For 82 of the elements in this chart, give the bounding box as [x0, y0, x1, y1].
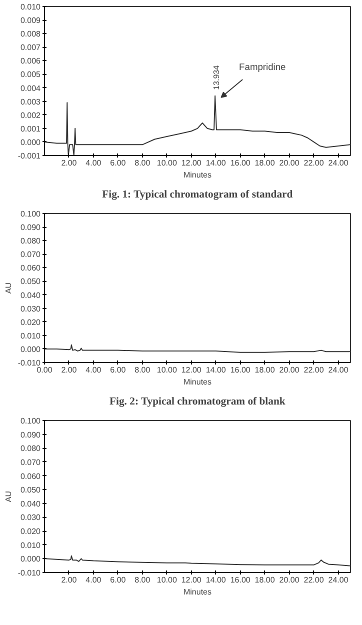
x-tick-label: 10.00	[156, 366, 178, 374]
y-tick-label: 0.060	[20, 264, 42, 273]
y-tick-label: 0.020	[20, 318, 42, 327]
y-tick-label: 0.004	[20, 84, 42, 93]
x-tick-label: 20.00	[279, 158, 300, 168]
y-tick-label: 0.010	[20, 540, 42, 550]
y-axis-title: AU	[4, 490, 13, 502]
x-tick-label: 14.00	[206, 576, 226, 584]
x-axis-title: Minutes	[183, 588, 212, 596]
x-tick-label: 18.00	[254, 366, 276, 374]
x-tick-label: 22.00	[304, 576, 324, 584]
y-tick-label: 0.070	[20, 458, 42, 467]
y-tick-label: 0.080	[20, 236, 42, 246]
x-tick-label: 22.00	[304, 158, 324, 168]
y-tick-label: 0.090	[20, 223, 42, 232]
y-tick-label: 0.003	[20, 97, 42, 106]
y-tick-label: 0.005	[20, 70, 42, 80]
y-tick-label: -0.010	[18, 358, 42, 368]
x-tick-label: 6.00	[110, 158, 126, 168]
x-tick-label: 6.00	[110, 366, 126, 374]
x-tick-label: 12.00	[181, 576, 202, 584]
y-tick-label: -0.010	[18, 568, 42, 578]
y-tick-label: 0.000	[20, 554, 42, 564]
x-tick-label: 8.00	[134, 366, 151, 374]
x-tick-label: 4.00	[86, 576, 102, 584]
x-tick-label: 18.00	[254, 158, 276, 168]
y-tick-label: 0.000	[20, 344, 42, 354]
x-tick-label: 8.00	[134, 576, 151, 584]
x-tick-label: 18.00	[254, 576, 276, 584]
x-tick-label: 2.00	[61, 366, 78, 374]
x-axis-title: Minutes	[183, 378, 212, 386]
x-tick-label: 0.00	[36, 366, 53, 374]
x-tick-label: 24.00	[328, 366, 349, 374]
y-tick-label: 0.040	[20, 499, 42, 508]
y-tick-label: 0.010	[20, 2, 42, 12]
caption: Fig. 2: Typical chromatogram of blank	[109, 396, 286, 408]
x-tick-label: 16.00	[230, 366, 251, 374]
y-tick-label: 0.050	[20, 277, 42, 286]
x-tick-label: 14.00	[206, 158, 226, 168]
x-tick-label: 2.00	[61, 576, 78, 584]
y-tick-label: 0.010	[20, 331, 42, 340]
x-axis-title: Minutes	[183, 170, 212, 180]
x-tick-label: 6.00	[110, 576, 126, 584]
x-tick-label: 4.00	[86, 366, 102, 374]
y-tick-label: 0.050	[20, 486, 42, 495]
x-tick-label: 20.00	[279, 576, 300, 584]
annotation: 13.934	[212, 64, 222, 90]
x-tick-label: 10.00	[156, 158, 178, 168]
y-axis-title: AU	[4, 282, 13, 294]
x-tick-label: 24.00	[328, 158, 349, 168]
caption: Fig. 1: Typical chromatogram of standard	[102, 190, 293, 200]
y-tick-label: 0.006	[20, 56, 42, 66]
x-tick-label: 16.00	[230, 158, 251, 168]
x-tick-label: 24.00	[328, 576, 349, 584]
x-tick-label: 20.00	[279, 366, 300, 374]
x-tick-label: 12.00	[181, 158, 202, 168]
y-tick-label: 0.009	[20, 16, 42, 26]
y-tick-label: 0.000	[20, 138, 42, 147]
y-tick-label: 0.001	[20, 124, 42, 134]
y-tick-label: 0.030	[20, 304, 42, 314]
x-tick-label: 16.00	[230, 576, 251, 584]
y-tick-label: -0.001	[18, 152, 42, 160]
y-tick-label: 0.030	[20, 513, 42, 522]
x-tick-label: 10.00	[156, 576, 178, 584]
x-tick-label: 2.00	[61, 158, 78, 168]
y-tick-label: 0.080	[20, 444, 42, 454]
y-tick-label: 0.100	[20, 210, 42, 218]
y-tick-label: 0.007	[20, 43, 42, 52]
y-tick-label: 0.090	[20, 430, 42, 440]
y-tick-label: 0.002	[20, 110, 42, 120]
y-tick-label: 0.040	[20, 290, 42, 300]
x-tick-label: 8.00	[134, 158, 151, 168]
annotation: Fampridine	[239, 62, 286, 72]
y-tick-label: 0.060	[20, 472, 42, 481]
y-tick-label: 0.070	[20, 250, 42, 260]
x-tick-label: 22.00	[304, 366, 324, 374]
y-tick-label: 0.020	[20, 527, 42, 536]
x-tick-label: 14.00	[206, 366, 226, 374]
x-tick-label: 12.00	[181, 366, 202, 374]
y-tick-label: 0.100	[20, 416, 42, 426]
x-tick-label: 4.00	[86, 158, 102, 168]
y-tick-label: 0.008	[20, 30, 42, 39]
